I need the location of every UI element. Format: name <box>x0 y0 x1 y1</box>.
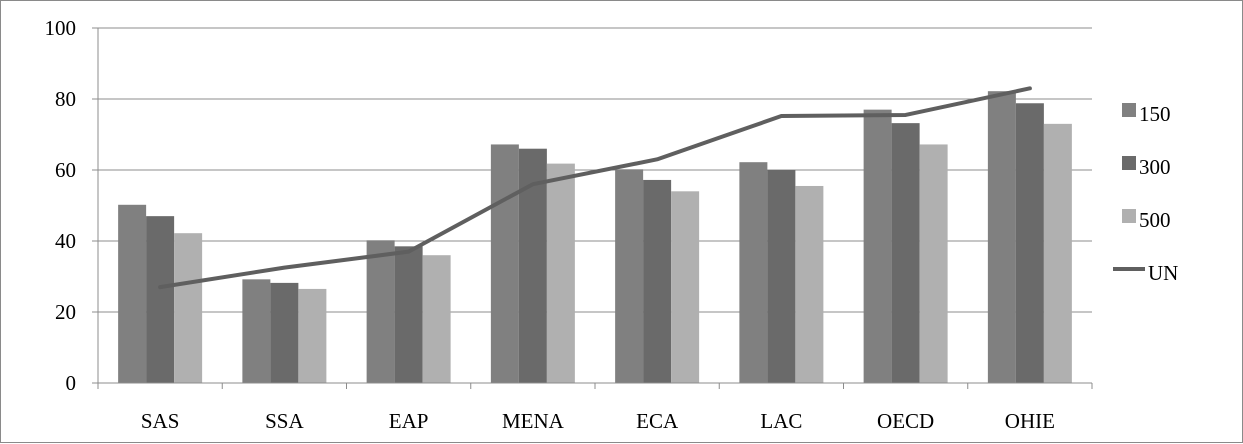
bar-300-eca <box>643 179 672 383</box>
axes <box>92 27 1093 389</box>
x-tick-label: LAC <box>760 409 802 433</box>
x-tick-label: SAS <box>141 409 180 433</box>
bar-500-mena <box>546 163 575 383</box>
bar-150-oecd <box>863 109 892 384</box>
bar-150-ohie <box>987 91 1016 383</box>
bar-150-eap <box>366 240 395 383</box>
bar-300-sas <box>146 216 175 383</box>
bar-300-oecd <box>891 123 920 383</box>
y-tick-label: 100 <box>45 16 77 40</box>
legend: 150 300 500 UN <box>1113 102 1178 285</box>
legend-swatch-300 <box>1122 156 1136 170</box>
bar-300-ssa <box>270 282 299 383</box>
bar-500-ssa <box>298 288 327 383</box>
bar-500-eca <box>671 191 700 383</box>
x-tick-labels: SAS SSA EAP MENA ECA LAC OECD OHIE <box>141 409 1055 433</box>
bars-layer <box>118 91 1072 384</box>
bar-300-ohie <box>1015 103 1044 383</box>
x-tick-label: OECD <box>877 409 934 433</box>
bar-500-ohie <box>1043 123 1072 383</box>
x-tick-label: EAP <box>389 409 429 433</box>
x-tick-label: OHIE <box>1005 409 1055 433</box>
bar-500-oecd <box>919 144 948 383</box>
bar-500-lac <box>795 185 824 383</box>
y-tick-label: 20 <box>55 300 76 324</box>
y-tick-label: 0 <box>66 371 77 395</box>
bar-150-lac <box>739 162 768 383</box>
bar-150-sas <box>118 204 147 383</box>
y-tick-label: 80 <box>55 87 76 111</box>
legend-label-un: UN <box>1148 261 1178 285</box>
bar-500-sas <box>174 233 203 383</box>
x-tick-label: MENA <box>502 409 565 433</box>
legend-label-300: 300 <box>1139 155 1171 179</box>
bar-150-ssa <box>242 279 271 383</box>
bar-150-eca <box>615 169 644 383</box>
legend-label-500: 500 <box>1139 208 1171 232</box>
y-tick-label: 40 <box>55 229 76 253</box>
legend-label-150: 150 <box>1139 102 1171 126</box>
bar-500-eap <box>422 255 451 383</box>
legend-swatch-150 <box>1122 103 1136 117</box>
y-tick-label: 60 <box>55 158 76 182</box>
bar-300-lac <box>767 170 796 383</box>
line-layer <box>158 86 1032 290</box>
x-tick-label: ECA <box>636 409 679 433</box>
bar-150-mena <box>490 144 519 383</box>
series-line-un <box>158 86 1032 290</box>
legend-swatch-500 <box>1122 209 1136 223</box>
x-tick-label: SSA <box>265 409 304 433</box>
bar-300-eap <box>394 246 423 383</box>
y-tick-labels: 0 20 40 60 80 100 <box>45 16 77 395</box>
